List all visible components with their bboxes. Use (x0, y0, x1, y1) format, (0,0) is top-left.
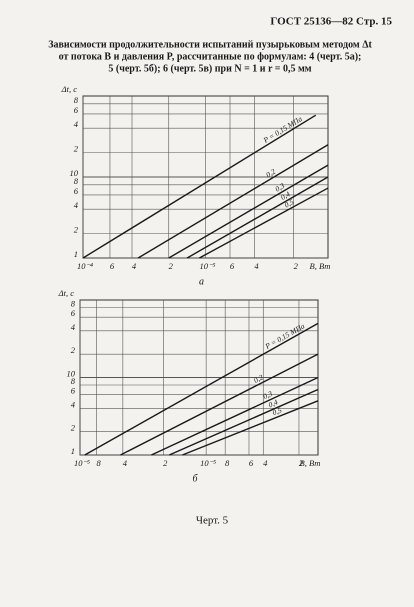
x-axis-label: B, Вт (300, 458, 321, 468)
x-tick-label: 2 (163, 458, 168, 468)
x-tick-label: 2 (294, 261, 299, 271)
series-line (186, 176, 329, 259)
series-line (120, 353, 319, 456)
y-tick-label: 4 (74, 119, 79, 129)
y-tick-label: 10 (70, 168, 79, 178)
series-label: 0,3 (262, 389, 275, 401)
page-header: ГОСТ 25136—82 Стр. 15 (270, 16, 392, 28)
y-axis-label: Δt, c (58, 288, 75, 298)
series-label: 0,5 (283, 197, 296, 210)
y-tick-label: 4 (74, 200, 79, 210)
series-line (151, 376, 319, 456)
y-tick-label: 8 (71, 376, 76, 386)
y-tick-label: 8 (74, 95, 79, 105)
x-tick-label: 10⁻⁵ (200, 458, 216, 468)
y-tick-label: 4 (71, 399, 76, 409)
x-tick-label: 8 (225, 458, 230, 468)
figure-label: Черт. 5 (196, 515, 229, 527)
series-line (168, 164, 329, 259)
caption-line: от потока B и давления P, рассчитанные п… (59, 51, 362, 62)
y-tick-label: 2 (71, 345, 76, 355)
series-label: 0,4 (267, 397, 279, 409)
series-label: 0,2 (252, 372, 265, 384)
series-label: 0,5 (271, 405, 283, 417)
y-tick-label: 2 (74, 144, 79, 154)
y-tick-label: 10 (67, 368, 76, 378)
x-tick-label: 4 (254, 261, 259, 271)
y-tick-label: 6 (74, 105, 79, 115)
y-tick-label: 1 (71, 446, 75, 456)
caption-line: 5 (черт. 5б); 6 (черт. 5в) при N = 1 и r… (108, 63, 311, 74)
y-tick-label: 2 (74, 225, 79, 235)
x-tick-label: 6 (110, 261, 115, 271)
series-line (84, 322, 319, 456)
x-tick-label: 2 (299, 458, 304, 468)
series-line (182, 400, 319, 456)
y-tick-label: 8 (71, 298, 76, 308)
y-tick-label: 6 (74, 186, 79, 196)
caption-line: Зависимости продолжительности испытаний … (48, 39, 372, 50)
y-tick-label: 1 (74, 249, 78, 259)
y-tick-label: 2 (71, 423, 76, 433)
x-tick-label: 10⁻⁴ (77, 261, 93, 271)
x-tick-label: 6 (249, 458, 254, 468)
y-tick-label: 4 (71, 322, 76, 332)
x-tick-label: 10⁻⁵ (74, 458, 90, 468)
x-axis-label: B, Вт (310, 261, 331, 271)
series-label: 0,2 (264, 167, 277, 180)
series-line (199, 187, 329, 259)
chart-subtitle: а (199, 276, 204, 287)
x-tick-label: 2 (169, 261, 174, 271)
x-tick-label: 4 (123, 458, 128, 468)
x-tick-label: 10⁻⁵ (200, 261, 216, 271)
series-label: P = 0,15 МПа (263, 321, 307, 351)
x-tick-label: 8 (97, 458, 102, 468)
y-tick-label: 6 (71, 308, 76, 318)
x-tick-label: 6 (230, 261, 235, 271)
series-label: 0,4 (279, 189, 292, 202)
y-axis-label: Δt, c (61, 84, 78, 94)
x-tick-label: 4 (263, 458, 268, 468)
chart-subtitle: б (192, 473, 198, 484)
series-line (168, 388, 319, 456)
y-tick-label: 8 (74, 176, 79, 186)
x-tick-label: 4 (132, 261, 137, 271)
series-line (82, 114, 317, 259)
series-label: P = 0,15 МПа (261, 114, 304, 145)
series-line (137, 144, 329, 259)
series-label: 0,3 (274, 181, 287, 194)
y-tick-label: 6 (71, 386, 76, 396)
